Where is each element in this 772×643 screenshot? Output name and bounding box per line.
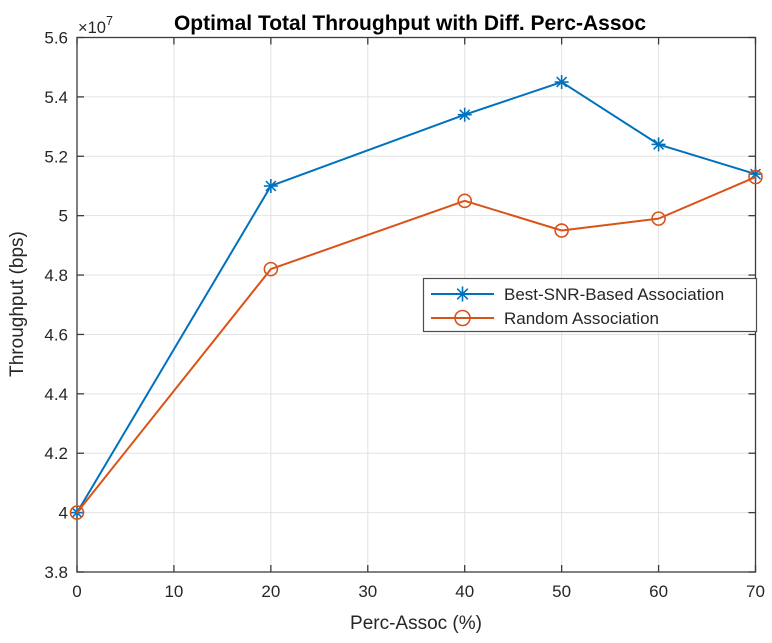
data-point-marker-asterisk [554, 75, 569, 90]
asterisk-spoke [456, 288, 469, 300]
y-tick-label: 3.8 [44, 563, 68, 582]
y-tick-label: 5.2 [44, 147, 68, 166]
chart-title: Optimal Total Throughput with Diff. Perc… [174, 12, 646, 35]
y-tick-label: 4 [59, 504, 68, 523]
x-tick-label: 50 [552, 582, 571, 601]
legend[interactable]: Best-SNR-Based Association Random Associ… [422, 277, 758, 333]
x-axis-label: Perc-Assoc (%) [350, 613, 482, 634]
data-point-marker-circle [748, 169, 763, 185]
data-point-marker-asterisk [457, 107, 472, 122]
data-point-marker-circle [454, 309, 471, 327]
y-axis-multiplier-exponent: 7 [106, 14, 113, 28]
y-tick-label: 5.4 [44, 88, 68, 107]
data-point-marker-asterisk [263, 178, 278, 193]
legend-markers [431, 286, 494, 327]
data-point-marker-circle [554, 223, 569, 238]
x-tick-labels: 0 10 20 30 40 50 60 70 [72, 582, 765, 601]
asterisk-spoke [459, 109, 471, 121]
data-point-marker-asterisk [455, 286, 470, 302]
y-tick-label: 4.2 [44, 444, 68, 463]
legend-label-best-snr: Best-SNR-Based Association [504, 285, 724, 304]
data-point-marker-circle [263, 261, 279, 277]
data-point-marker-circle [457, 193, 473, 209]
x-tick-label: 70 [746, 582, 765, 601]
legend-label-random: Random Association [504, 309, 659, 328]
y-tick-labels: 3.8 4 4.2 4.4 4.6 4.8 5 5.2 5.4 5.6 [44, 29, 68, 583]
y-axis-label: Throughput (bps) [7, 231, 28, 377]
x-tick-label: 10 [164, 582, 183, 601]
data-point-marker-circle [69, 505, 85, 520]
data-point-marker-circle [651, 211, 666, 226]
asterisk-spoke [265, 180, 277, 192]
x-tick-label: 30 [358, 582, 377, 601]
y-tick-label: 4.4 [44, 385, 68, 404]
series-random [69, 169, 763, 520]
data-point-marker-asterisk [651, 137, 666, 152]
x-tick-label: 0 [72, 582, 81, 601]
series-line [76, 176, 757, 514]
asterisk-spoke [653, 138, 665, 150]
y-axis-multiplier: ×107 [78, 14, 113, 37]
legend-box [422, 277, 758, 333]
y-axis-multiplier-base: ×10 [78, 19, 106, 37]
x-tick-label: 60 [649, 582, 668, 601]
y-tick-label: 5 [59, 207, 68, 226]
asterisk-spoke [556, 76, 568, 88]
data-series [69, 75, 763, 520]
y-tick-label: 4.8 [44, 266, 68, 285]
series-line [76, 81, 757, 514]
y-tick-label: 4.6 [44, 325, 68, 344]
y-tick-label: 5.6 [44, 29, 68, 48]
x-tick-label: 40 [455, 582, 474, 601]
x-tick-label: 20 [261, 582, 280, 601]
